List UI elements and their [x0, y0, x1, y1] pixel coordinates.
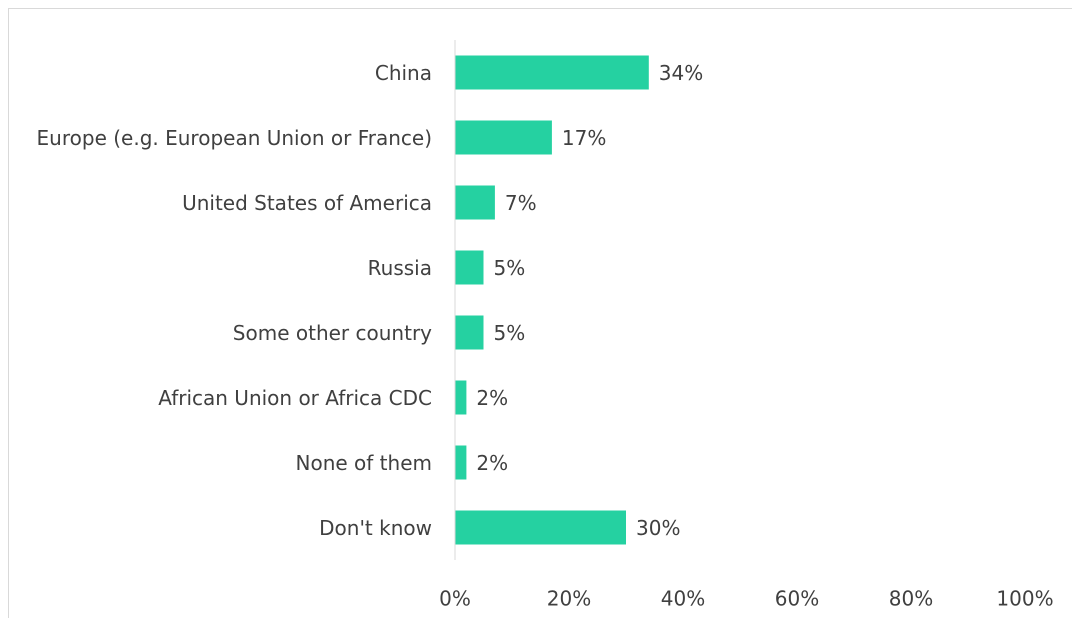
x-tick-label: 100%	[996, 587, 1053, 611]
bar	[455, 315, 484, 350]
value-label: 5%	[494, 256, 526, 280]
value-label: 7%	[505, 191, 537, 215]
category-label: United States of America	[182, 190, 432, 215]
x-tick-label: 80%	[889, 587, 933, 611]
category-label: China	[374, 60, 432, 85]
bar	[455, 55, 649, 90]
category-label: African Union or Africa CDC	[158, 385, 432, 410]
bar	[455, 185, 495, 220]
chart-frame	[8, 8, 1072, 618]
category-label: Europe (e.g. European Union or France)	[36, 125, 432, 150]
bar	[455, 510, 626, 545]
x-tick-label: 40%	[661, 587, 705, 611]
bar	[455, 250, 484, 285]
value-label: 17%	[562, 126, 606, 150]
x-tick-label: 0%	[439, 587, 471, 611]
category-label: Don't know	[319, 515, 432, 540]
x-tick-label: 20%	[547, 587, 591, 611]
value-label: 2%	[476, 451, 508, 475]
bar	[455, 445, 467, 480]
x-tick-label: 60%	[775, 587, 819, 611]
bar	[455, 380, 467, 415]
value-label: 30%	[636, 516, 680, 540]
category-label: None of them	[295, 450, 432, 475]
bar	[455, 120, 552, 155]
value-label: 5%	[494, 321, 526, 345]
category-label: Some other country	[232, 320, 432, 345]
category-label: Russia	[367, 255, 432, 280]
value-label: 34%	[659, 61, 703, 85]
value-label: 2%	[476, 386, 508, 410]
